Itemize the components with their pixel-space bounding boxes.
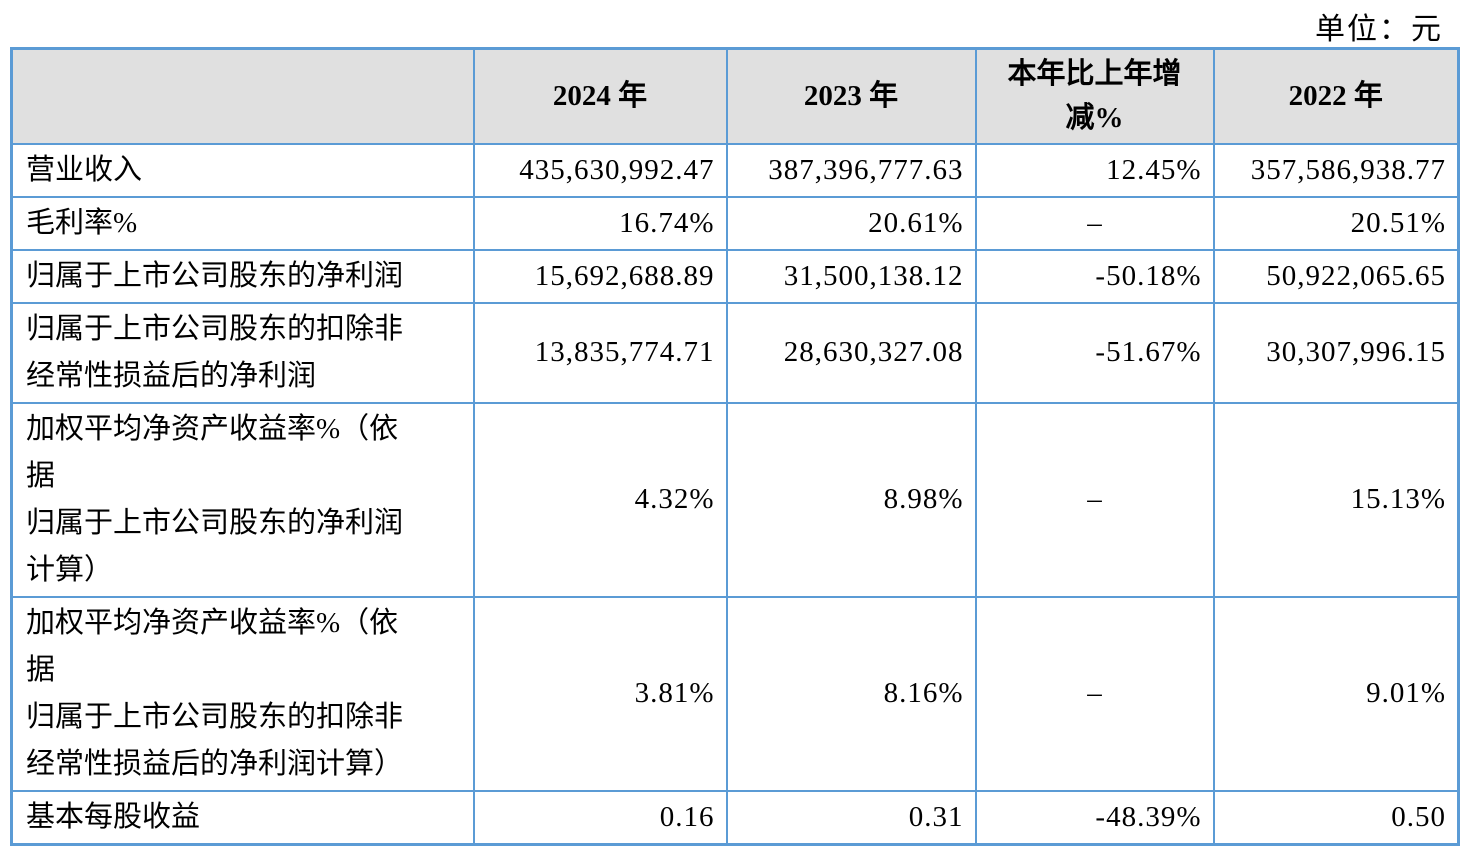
cell-2022: 50,922,065.65 (1212, 248, 1460, 304)
cell-label: 营业收入 (10, 142, 475, 198)
cell-2023: 28,630,327.08 (725, 301, 977, 404)
cell-2022: 30,307,996.15 (1212, 301, 1460, 404)
cell-change: -51.67% (974, 301, 1215, 404)
header-2022: 2022 年 (1212, 47, 1460, 145)
header-row: 2024 年 2023 年 本年比上年增 减% 2022 年 (10, 47, 1460, 145)
cell-2022: 15.13% (1212, 401, 1460, 598)
unit-label: 单位：元 (1315, 13, 1443, 46)
header-metric (10, 47, 475, 145)
cell-2024: 435,630,992.47 (472, 142, 728, 198)
table-header: 2024 年 2023 年 本年比上年增 减% 2022 年 (10, 47, 1460, 145)
cell-2024: 4.32% (472, 401, 728, 598)
cell-2022: 0.50 (1212, 789, 1460, 845)
table-row-net-profit: 归属于上市公司股东的净利润 15,692,688.89 31,500,138.1… (10, 248, 1460, 304)
cell-label: 毛利率% (10, 195, 475, 251)
cell-2023: 20.61% (725, 195, 977, 251)
cell-change: – (974, 195, 1215, 251)
header-2024: 2024 年 (472, 47, 728, 145)
cell-2022: 9.01% (1212, 595, 1460, 792)
table-row-eps: 基本每股收益 0.16 0.31 -48.39% 0.50 (10, 789, 1460, 845)
cell-2022: 20.51% (1212, 195, 1460, 251)
cell-2023: 8.98% (725, 401, 977, 598)
financial-summary-table: 2024 年 2023 年 本年比上年增 减% 2022 年 营业收入 435,… (10, 47, 1460, 846)
table-row-net-profit-deducted: 归属于上市公司股东的扣除非 经常性损益后的净利润 13,835,774.71 2… (10, 301, 1460, 404)
cell-2024: 13,835,774.71 (472, 301, 728, 404)
cell-change: -48.39% (974, 789, 1215, 845)
cell-label: 归属于上市公司股东的扣除非 经常性损益后的净利润 (10, 301, 475, 404)
cell-2024: 0.16 (472, 789, 728, 845)
cell-label: 加权平均净资产收益率%（依据 归属于上市公司股东的扣除非 经常性损益后的净利润计… (10, 595, 475, 792)
table-row-roe: 加权平均净资产收益率%（依据 归属于上市公司股东的净利润 计算） 4.32% 8… (10, 401, 1460, 598)
cell-2022: 357,586,938.77 (1212, 142, 1460, 198)
cell-change: 12.45% (974, 142, 1215, 198)
cell-2024: 15,692,688.89 (472, 248, 728, 304)
cell-label: 加权平均净资产收益率%（依据 归属于上市公司股东的净利润 计算） (10, 401, 475, 598)
cell-change: -50.18% (974, 248, 1215, 304)
cell-label: 基本每股收益 (10, 789, 475, 845)
header-2023: 2023 年 (725, 47, 977, 145)
cell-2023: 31,500,138.12 (725, 248, 977, 304)
cell-2023: 8.16% (725, 595, 977, 792)
cell-change: – (974, 595, 1215, 792)
cell-2024: 3.81% (472, 595, 728, 792)
cell-2023: 0.31 (725, 789, 977, 845)
table-row-gross-margin: 毛利率% 16.74% 20.61% – 20.51% (10, 195, 1460, 251)
header-change: 本年比上年增 减% (974, 47, 1215, 145)
cell-change: – (974, 401, 1215, 598)
cell-2023: 387,396,777.63 (725, 142, 977, 198)
table-row-revenue: 营业收入 435,630,992.47 387,396,777.63 12.45… (10, 142, 1460, 198)
table-row-roe-deducted: 加权平均净资产收益率%（依据 归属于上市公司股东的扣除非 经常性损益后的净利润计… (10, 595, 1460, 792)
cell-2024: 16.74% (472, 195, 728, 251)
cell-label: 归属于上市公司股东的净利润 (10, 248, 475, 304)
table-body: 营业收入 435,630,992.47 387,396,777.63 12.45… (10, 142, 1460, 845)
